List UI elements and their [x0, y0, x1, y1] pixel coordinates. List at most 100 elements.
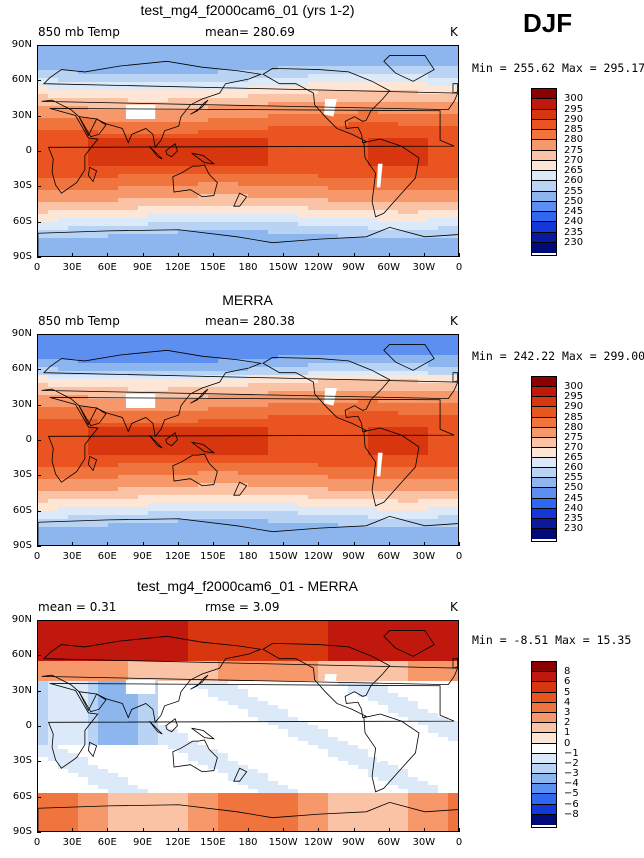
lat-tick [37, 334, 41, 335]
colorbar-cell [532, 692, 556, 703]
colorbar-label: −6 [564, 798, 579, 810]
colorbar-cell [532, 733, 556, 744]
masked-terrain [125, 679, 156, 695]
lat-tick-label: 0 [25, 434, 32, 445]
colorbar-cell [532, 191, 556, 202]
coastline [363, 427, 420, 507]
lon-tick [37, 542, 38, 546]
colorbar-label: 260 [564, 175, 584, 187]
lon-tick-label: 30E [62, 551, 82, 562]
coastline [87, 741, 98, 758]
lat-tick-label: 0 [25, 720, 32, 731]
lat-tick-label: 90N [11, 328, 32, 339]
colorbar-cell [532, 387, 556, 398]
colorbar-cell [532, 99, 556, 110]
colorbar-cell [532, 794, 556, 805]
lat-tick [37, 257, 41, 258]
colorbar-label: 275 [564, 431, 584, 443]
coastline [165, 432, 178, 447]
coastline [41, 349, 458, 438]
lat-tick-label: 60N [11, 74, 32, 86]
colorbar-cell [532, 458, 556, 469]
lon-tick-label: 120W [303, 551, 333, 562]
coastline [41, 60, 458, 149]
masked-terrain [324, 388, 337, 406]
lon-tick [388, 828, 390, 832]
colorbar-label: −5 [564, 788, 579, 800]
lat-tick [37, 369, 41, 371]
lon-tick [423, 253, 425, 257]
colorbar-label: 6 [564, 676, 571, 688]
lat-tick-label: 30S [12, 755, 32, 767]
masked-terrain [324, 674, 337, 692]
lon-tick [177, 542, 179, 546]
colorbar-cell [532, 160, 556, 171]
coastline [87, 455, 98, 472]
colorbar-cell [532, 89, 556, 100]
lon-tick-label: 60E [97, 262, 117, 273]
lon-tick-label: 0 [455, 837, 463, 848]
lon-tick [107, 828, 109, 832]
lon-tick [107, 253, 109, 257]
lat-tick [37, 151, 41, 152]
colorbar-cell [532, 753, 556, 764]
colorbar-cell [532, 743, 556, 754]
lat-tick-label: 30N [11, 398, 32, 410]
lon-tick-label: 150E [200, 551, 226, 562]
colorbar-label: −2 [564, 757, 579, 769]
coastline [191, 152, 216, 165]
colorbar-label: 240 [564, 216, 584, 228]
colorbar-label: 235 [564, 226, 584, 238]
colorbar: 300 295 290 285 280 275 270 265 260 255 250 245 240 2… [531, 376, 583, 542]
lon-tick-label: 90E [132, 262, 153, 273]
lat-tick [37, 690, 41, 692]
lon-tick [212, 542, 214, 546]
lon-tick-label: 0 [33, 837, 41, 848]
lon-tick-label: 90E [132, 837, 153, 848]
lon-tick-label: 120E [164, 837, 191, 848]
colorbar-label: 5 [564, 686, 571, 698]
map-canvas [38, 621, 458, 831]
colorbar-cell [532, 712, 556, 724]
lon-tick [248, 542, 249, 546]
lon-tick [388, 253, 390, 257]
lon-tick [459, 542, 460, 546]
lat-tick [37, 475, 41, 477]
lat-tick-label: 60N [11, 649, 32, 661]
lon-tick [353, 542, 355, 546]
colorbar-label: 250 [564, 482, 584, 494]
map-plot [37, 334, 459, 546]
lon-tick-label: 60E [97, 551, 117, 562]
lon-tick-label: 30E [62, 262, 82, 273]
lat-tick-label: 60S [12, 215, 32, 227]
coastline [165, 718, 178, 733]
colorbar-cell [532, 672, 556, 683]
lon-tick [318, 253, 320, 257]
lon-tick-label: 150W [268, 262, 298, 273]
colorbar-cell [532, 407, 556, 418]
colorbar-cell [532, 232, 556, 243]
lon-tick [318, 828, 320, 832]
colorbar-cell [532, 488, 556, 499]
coastline [363, 713, 420, 793]
colorbar-label: 245 [564, 492, 584, 504]
lon-tick-label: 120E [164, 551, 191, 562]
minmax-label: Min = 242.22 Max = 299.00 [472, 349, 644, 363]
colorbar-cell [532, 702, 556, 713]
colorbar-cell [532, 130, 556, 141]
coastline [47, 108, 455, 194]
lon-tick [107, 542, 109, 546]
masked-terrain [125, 104, 156, 120]
coastline [383, 344, 435, 371]
coastline [233, 192, 248, 207]
colorbar-label: 255 [564, 472, 584, 484]
lon-tick [283, 253, 285, 257]
colorbar-label: 255 [564, 185, 584, 197]
lon-tick [212, 828, 214, 832]
lon-tick [72, 542, 74, 546]
colorbar-cell [532, 662, 556, 673]
units-label: K [450, 600, 458, 614]
colorbar-label: 235 [564, 512, 584, 524]
lat-tick [37, 80, 41, 82]
colorbar-label: 300 [564, 381, 584, 393]
